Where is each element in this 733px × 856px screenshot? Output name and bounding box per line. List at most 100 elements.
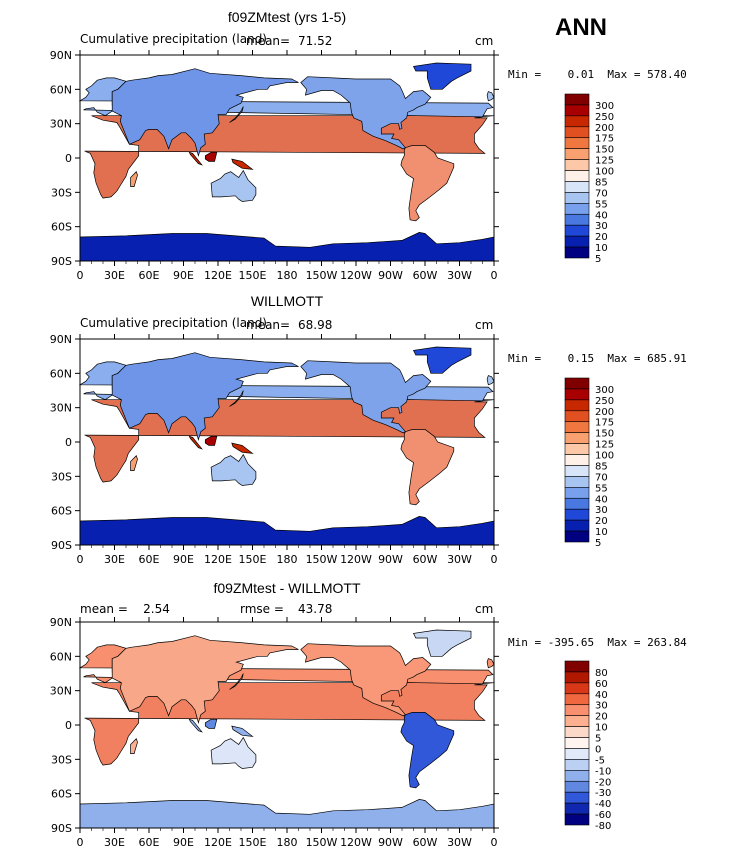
continent-asia xyxy=(111,352,299,441)
colorbar-label: 10 xyxy=(595,527,608,538)
colorbar-swatch xyxy=(564,530,590,543)
colorbar-label: 10 xyxy=(595,243,608,254)
lon-tick-label: 0 xyxy=(77,269,84,282)
continent-borneo xyxy=(204,435,218,446)
continent-namerica xyxy=(300,360,432,434)
continent-antarctica xyxy=(79,232,495,262)
lat-tick-label: 90S xyxy=(51,539,72,552)
colorbar-swatch xyxy=(564,726,590,738)
lon-tick-label: 30E xyxy=(104,836,125,849)
colorbar-label: 30 xyxy=(595,505,608,516)
panel-units: cm xyxy=(475,34,494,48)
panel-minmax: Min = 0.01 Max = 578.40 xyxy=(508,68,687,81)
continent-namerica xyxy=(300,643,432,717)
lon-tick-label: 120W xyxy=(340,269,372,282)
panel-mean-value: 71.52 xyxy=(298,34,333,48)
lon-tick-label: 120W xyxy=(340,836,372,849)
lon-tick-label: 30E xyxy=(104,553,125,566)
colorbar-label: 85 xyxy=(595,461,608,472)
continent-australia xyxy=(210,736,257,769)
lon-tick-label: 180 xyxy=(277,836,298,849)
lat-tick-label: 0 xyxy=(65,719,72,732)
continent-newguinea xyxy=(231,725,254,737)
colorbar-swatch xyxy=(564,246,590,259)
lat-tick-label: 30N xyxy=(50,118,72,131)
colorbar-swatch xyxy=(564,715,590,727)
lat-tick-label: 60S xyxy=(51,221,72,234)
lon-tick-label: 60E xyxy=(139,269,160,282)
colorbar-swatch xyxy=(564,660,590,673)
colorbar-label: 5 xyxy=(595,538,601,549)
panel-left-label: Cumulative precipitation (land) xyxy=(80,316,267,330)
lat-tick-label: 60S xyxy=(51,505,72,518)
continent-indonesia xyxy=(188,718,203,733)
colorbar-swatch xyxy=(564,759,590,771)
colorbar-label: 125 xyxy=(595,156,614,167)
lon-tick-label: 90W xyxy=(378,269,403,282)
lon-tick-label: 60W xyxy=(413,836,438,849)
continent-madagascar xyxy=(130,738,138,754)
colorbar-label: 20 xyxy=(595,712,608,723)
colorbar-swatch xyxy=(564,693,590,706)
panel-left-label: Cumulative precipitation (land) xyxy=(80,32,267,46)
panel-units: cm xyxy=(475,318,494,332)
lon-tick-label: 90E xyxy=(173,836,194,849)
continent-namerica xyxy=(300,76,432,150)
colorbar-label: 150 xyxy=(595,145,614,156)
lat-tick-label: 0 xyxy=(65,436,72,449)
lat-tick-label: 90S xyxy=(51,822,72,835)
lat-tick-label: 90N xyxy=(50,333,72,346)
lat-tick-label: 60S xyxy=(51,788,72,801)
lat-tick-label: 60N xyxy=(50,367,72,380)
colorbar-label: 30 xyxy=(595,701,608,712)
continent-australia xyxy=(210,453,257,486)
lat-tick-label: 60N xyxy=(50,650,72,663)
continent-uk xyxy=(486,91,495,102)
lon-tick-label: 120W xyxy=(340,553,372,566)
colorbar-swatch xyxy=(564,421,590,433)
colorbar-swatch xyxy=(564,159,590,171)
colorbar-swatch xyxy=(564,148,590,160)
panel-mean-value: 68.98 xyxy=(298,318,333,332)
colorbar-label: 40 xyxy=(595,210,608,221)
colorbar-swatch xyxy=(564,170,590,182)
continent-indonesia xyxy=(188,151,203,166)
colorbar-swatch xyxy=(564,399,590,412)
lat-tick-label: 30S xyxy=(51,753,72,766)
colorbar-swatch xyxy=(564,454,590,466)
lat-tick-label: 30N xyxy=(50,685,72,698)
colorbar-swatch xyxy=(564,93,590,106)
continent-samerica xyxy=(400,145,455,222)
panel-mean-label: rmse = xyxy=(240,602,284,616)
lat-tick-label: 0 xyxy=(65,152,72,165)
lon-tick-label: 150W xyxy=(306,836,338,849)
colorbar-swatch xyxy=(564,432,590,444)
continent-australia xyxy=(210,169,257,202)
colorbar-swatch xyxy=(564,388,590,401)
colorbar-swatch xyxy=(564,115,590,128)
panel-units: cm xyxy=(475,602,494,616)
lon-tick-label: 180 xyxy=(277,553,298,566)
colorbar-swatch xyxy=(564,802,590,815)
colorbar-label: -40 xyxy=(595,799,611,810)
colorbar-label: 300 xyxy=(595,101,614,112)
colorbar-label: 300 xyxy=(595,385,614,396)
colorbar-swatch xyxy=(564,497,590,510)
panel-left-label: mean = 2.54 xyxy=(80,602,170,616)
colorbar-label: 5 xyxy=(595,254,601,265)
colorbar-swatch xyxy=(564,671,590,684)
colorbar-label: 175 xyxy=(595,134,614,145)
colorbar-label: -20 xyxy=(595,777,611,788)
colorbar-swatch xyxy=(564,203,590,215)
continent-uk xyxy=(486,658,495,669)
colorbar-label: 250 xyxy=(595,396,614,407)
map-panel: 90N 60N 30N 0 30S 60S 90S 0 30E 60E 90E 120E 150E 180… xyxy=(50,616,499,849)
colorbar-swatch xyxy=(564,410,590,423)
colorbar-swatch xyxy=(564,748,590,760)
lon-tick-label: 60E xyxy=(139,553,160,566)
continent-asia xyxy=(111,68,299,157)
colorbar-label: 40 xyxy=(595,494,608,505)
